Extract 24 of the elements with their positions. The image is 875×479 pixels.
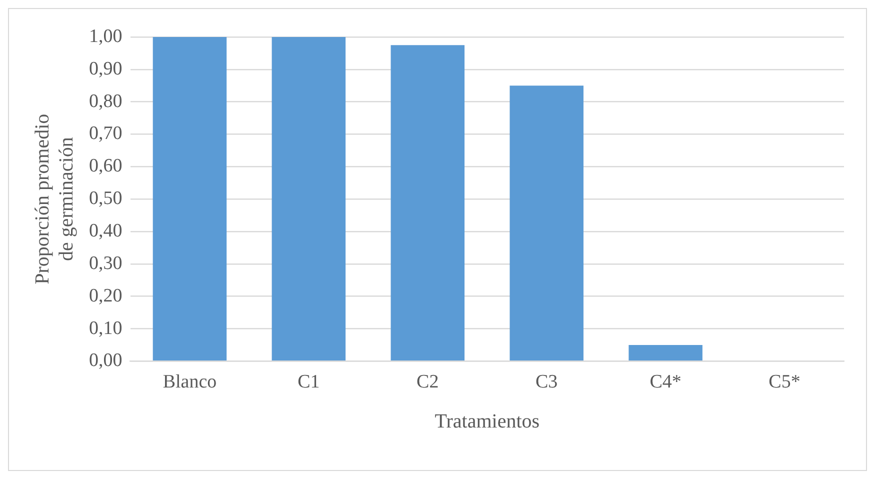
y-tick-label: 0,10 [89, 318, 122, 339]
y-tick-label: 0,50 [89, 188, 122, 210]
x-tick-label: C5* [768, 372, 800, 393]
x-tick-label: C3 [536, 372, 558, 393]
x-axis-title: Tratamientos [434, 410, 540, 432]
bar [390, 45, 465, 361]
y-tick-label: 0,40 [89, 220, 122, 242]
x-tick-label: Blanco [162, 372, 217, 393]
bar [272, 37, 346, 361]
x-tick-label: C1 [298, 372, 320, 393]
bar [510, 86, 584, 361]
y-tick-label: 0,30 [89, 252, 122, 274]
y-tick-label: 0,70 [89, 123, 122, 144]
y-tick-label: 0,20 [89, 285, 122, 306]
y-tick-label: 0,00 [89, 350, 122, 372]
bar [152, 37, 227, 361]
x-tick-label: C4* [650, 372, 682, 393]
y-tick-label: 0,80 [89, 90, 122, 112]
y-axis-title: Proporción promedio de germinación [31, 114, 78, 284]
y-tick-label: 1,00 [89, 26, 122, 47]
bar [628, 344, 702, 361]
y-tick-label: 0,90 [89, 58, 122, 80]
x-tick-label: C2 [416, 372, 439, 393]
y-tick-label: 0,60 [89, 156, 122, 177]
